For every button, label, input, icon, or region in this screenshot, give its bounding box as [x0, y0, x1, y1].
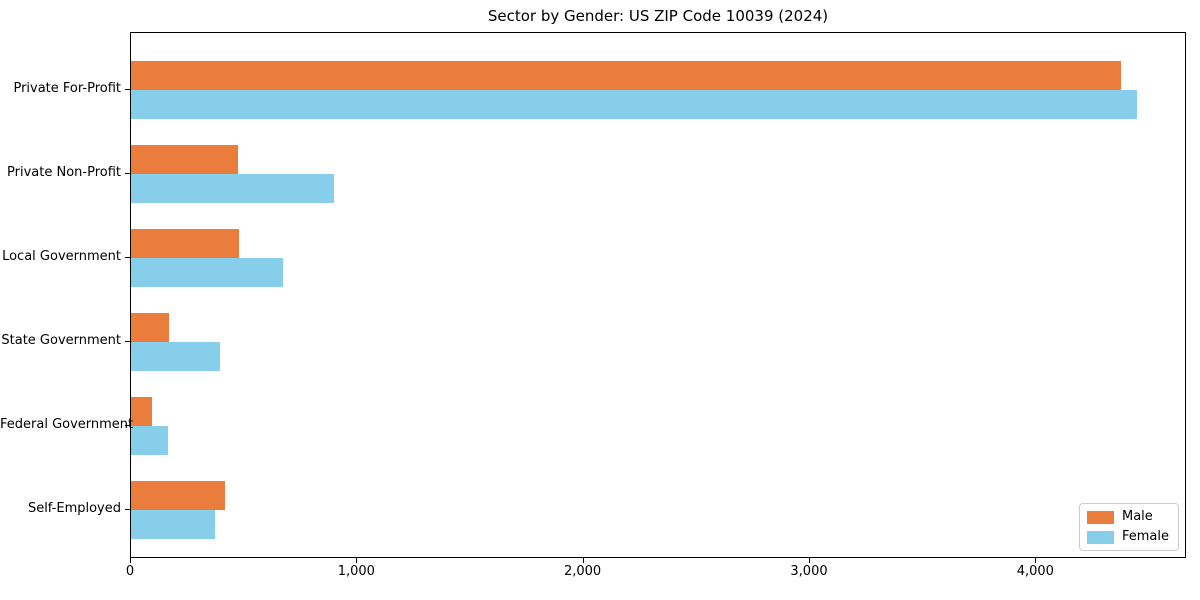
- y-axis-tick: [125, 88, 130, 90]
- x-axis-tick: [356, 558, 358, 563]
- x-axis-tick-label: 2,000: [563, 564, 602, 579]
- x-axis-tick: [809, 558, 810, 563]
- bar-male: [131, 312, 170, 342]
- bar-male: [131, 228, 240, 258]
- y-axis-tick: [125, 424, 130, 426]
- x-axis-tick-label: 1,000: [337, 564, 375, 579]
- bar-female: [131, 341, 221, 371]
- y-axis-tick: [125, 340, 130, 342]
- x-axis-tick-label: 3,000: [790, 564, 828, 579]
- legend: Male Female: [1078, 503, 1179, 551]
- x-axis-tick: [1035, 558, 1037, 563]
- bar-male: [131, 481, 225, 510]
- y-axis-tick: [125, 256, 130, 258]
- y-axis-label: Self-Employed: [27, 501, 121, 516]
- bar-female: [131, 425, 168, 455]
- y-axis-label: Private Non-Profit: [7, 164, 121, 180]
- legend-label-female: Female: [1121, 529, 1169, 544]
- x-axis-tick-label: 0: [125, 564, 135, 579]
- y-axis-tick: [125, 509, 130, 510]
- y-axis-tick: [125, 172, 130, 174]
- chart-title: Sector by Gender: US ZIP Code 10039 (202…: [487, 7, 829, 25]
- plot-area: Male Female: [130, 32, 1186, 558]
- bar-female: [131, 89, 1137, 119]
- y-axis-label: State Government: [1, 332, 121, 348]
- male-color-swatch: [1086, 510, 1114, 524]
- bar-female: [131, 510, 215, 539]
- y-axis-label: Federal Government: [0, 416, 134, 432]
- bar-male: [131, 60, 1121, 90]
- y-axis-label: Private For-Profit: [13, 80, 121, 96]
- x-axis-tick: [582, 558, 584, 563]
- x-axis-tick: [130, 558, 131, 563]
- bar-male: [131, 396, 152, 426]
- legend-item-male: Male: [1086, 509, 1169, 524]
- bar-female: [131, 173, 334, 203]
- y-axis-label: Local Government: [2, 248, 121, 264]
- female-color-swatch: [1086, 530, 1114, 544]
- legend-item-female: Female: [1086, 529, 1169, 544]
- x-axis-tick-label: 4,000: [1016, 564, 1054, 579]
- legend-label-male: Male: [1121, 509, 1153, 524]
- bar-female: [131, 257, 284, 287]
- bar-male: [131, 144, 239, 174]
